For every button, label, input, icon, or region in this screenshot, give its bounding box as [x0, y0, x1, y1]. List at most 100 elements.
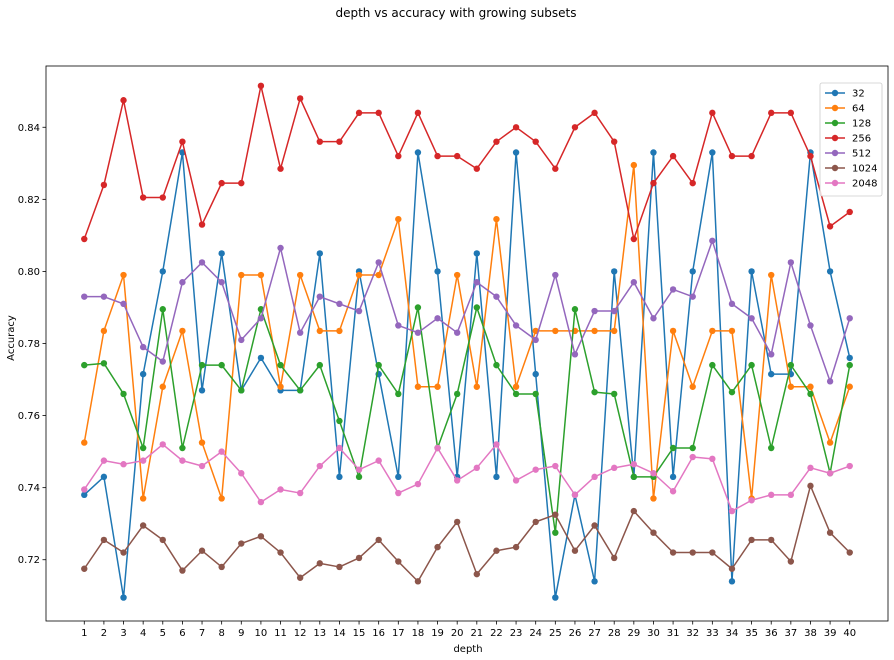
data-point	[611, 307, 618, 315]
data-point	[198, 439, 206, 446]
data-point	[277, 486, 284, 493]
y-axis: 0.72 0.74 0.76 0.78 0.80 0.82 0.84	[18, 123, 46, 566]
data-point	[532, 336, 539, 344]
data-point	[375, 271, 382, 279]
data-point	[591, 522, 598, 529]
data-point	[277, 383, 284, 390]
series-line-64	[83, 164, 851, 500]
data-point	[846, 208, 853, 216]
data-point	[179, 444, 186, 452]
data-point	[748, 361, 755, 369]
x-tick-label: 15	[353, 628, 366, 639]
data-point	[611, 464, 618, 472]
data-point	[826, 439, 834, 446]
data-point	[81, 486, 88, 493]
data-point	[414, 304, 422, 311]
data-point	[159, 441, 166, 448]
data-point	[375, 536, 382, 544]
data-point	[434, 543, 441, 551]
data-point	[630, 279, 638, 286]
data-point	[120, 300, 127, 308]
data-point	[277, 244, 284, 252]
data-point	[434, 315, 441, 322]
data-point	[473, 250, 481, 257]
series-line-512	[84, 240, 851, 383]
data-point	[768, 109, 775, 117]
x-tick-label: 23	[510, 628, 523, 639]
series-256	[81, 82, 853, 243]
data-point	[552, 165, 559, 172]
data-point	[434, 444, 441, 452]
data-point	[493, 293, 500, 300]
data-point	[238, 179, 245, 187]
x-axis-title: depth	[453, 644, 482, 655]
data-point	[316, 293, 323, 300]
data-point	[316, 327, 323, 335]
data-point	[296, 329, 304, 336]
series-2048	[81, 441, 853, 515]
data-point	[218, 250, 225, 257]
data-point	[571, 491, 579, 499]
x-axis: 1 2 3 4 5 6 7 8 9 10 11 12 13 14 15 16 17 18 19 20 21 22 23 24 2…	[81, 621, 856, 639]
data-point	[414, 109, 422, 117]
data-point	[238, 540, 245, 547]
data-point	[728, 300, 736, 308]
x-tick-label: 8	[218, 628, 224, 639]
data-point	[493, 361, 500, 369]
data-point	[336, 563, 343, 571]
data-point	[81, 361, 88, 369]
series-line-2048	[83, 443, 850, 512]
x-tick-label: 3	[120, 628, 126, 639]
data-point	[807, 390, 814, 398]
data-point	[669, 286, 677, 293]
data-point	[787, 361, 795, 369]
data-point	[748, 497, 755, 504]
data-point	[159, 358, 166, 365]
legend: 32 64 128 256 512 1024 2048	[819, 82, 883, 197]
data-point	[709, 455, 716, 463]
data-point	[414, 578, 422, 585]
data-point	[689, 453, 696, 461]
data-point	[336, 300, 343, 308]
data-point	[395, 473, 402, 481]
data-point	[198, 462, 206, 470]
data-point	[709, 361, 716, 369]
data-point	[218, 279, 225, 286]
series-line-256	[83, 85, 851, 240]
data-point	[473, 383, 481, 390]
data-point	[611, 327, 618, 335]
data-point	[238, 336, 245, 344]
legend-label: 32	[852, 89, 865, 100]
data-point	[375, 259, 382, 266]
data-point	[316, 560, 323, 567]
data-point	[277, 165, 284, 172]
data-point	[669, 152, 677, 160]
data-point	[355, 307, 363, 315]
data-point	[846, 549, 853, 556]
data-point	[296, 489, 304, 497]
data-point	[198, 259, 206, 266]
data-point	[453, 477, 461, 484]
axes-frame	[45, 65, 889, 622]
legend-entry-1024: 1024	[825, 164, 877, 175]
data-point	[493, 138, 500, 145]
y-tick-label: 0.72	[18, 555, 40, 566]
x-tick-label: 13	[313, 628, 326, 639]
data-point	[846, 361, 853, 369]
data-point	[826, 268, 834, 275]
data-point	[120, 549, 127, 556]
data-point	[336, 473, 343, 481]
data-point	[689, 444, 696, 452]
data-point	[512, 477, 520, 484]
x-tick-label: 35	[745, 628, 758, 639]
data-point	[591, 388, 598, 396]
data-point	[689, 268, 696, 275]
data-point	[296, 574, 304, 581]
data-point	[179, 567, 186, 574]
x-tick-label: 16	[372, 628, 385, 639]
data-point	[768, 491, 775, 499]
x-tick-label: 33	[706, 628, 719, 639]
data-point	[159, 194, 166, 201]
data-point	[846, 315, 853, 322]
data-point	[826, 223, 834, 230]
